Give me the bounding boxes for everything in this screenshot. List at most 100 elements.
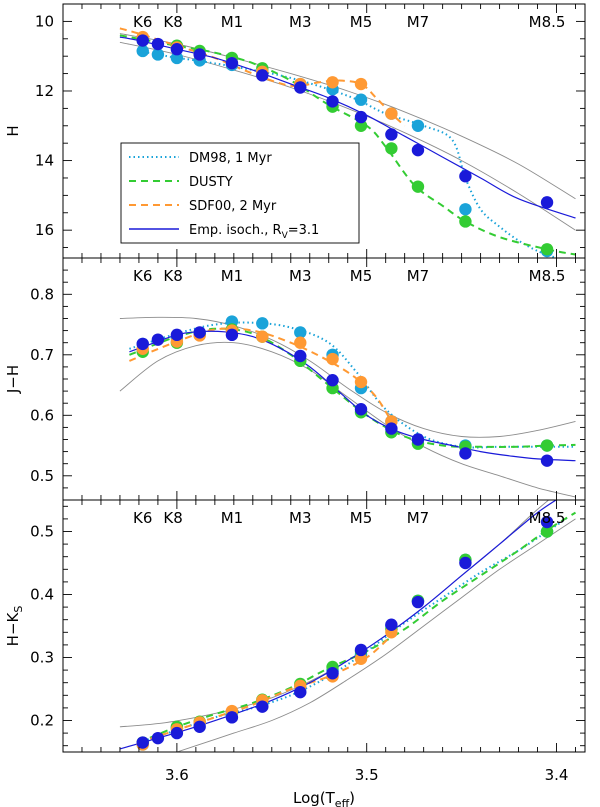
y-axis-title-sub: S (12, 606, 25, 613)
x-tick-label: 3.4 (545, 766, 569, 784)
series-line-dm98-1-myr (138, 518, 567, 744)
series-line-emp-isoch- (119, 500, 558, 750)
series-line-dm98-1-myr (138, 50, 557, 258)
legend-box (120, 142, 360, 244)
panel-3: 0.2 0.3 0.4 0.5 K6 K8 M1 M3 M5 M7 M8.5 H−KS 3.6 3.5 3.… (4, 499, 586, 807)
data-point (225, 56, 239, 70)
data-point (225, 328, 239, 342)
data-point (540, 525, 554, 538)
data-point (411, 595, 425, 609)
data-point (136, 736, 149, 749)
data-point (459, 203, 472, 216)
data-point (326, 374, 339, 387)
data-point (411, 119, 425, 132)
data-point (294, 336, 307, 349)
y-tick-label: 0.2 (30, 712, 54, 730)
spectral-type-label: K8 (163, 509, 182, 527)
data-point (326, 76, 339, 89)
data-point (354, 652, 368, 665)
data-point (294, 326, 307, 339)
series-line-emp-isoch- (129, 330, 576, 462)
data-point (459, 556, 472, 570)
legend-label-main: Emp. isoch., R (189, 223, 282, 238)
y-tick-label: 14 (35, 152, 54, 170)
data-point (411, 180, 425, 193)
plot-area (119, 315, 576, 498)
data-point (326, 352, 339, 366)
data-point (540, 454, 554, 467)
series-line-sdf00-2-myr (129, 327, 393, 422)
data-point (256, 330, 269, 343)
data-point (540, 439, 554, 452)
legend-label: SDF00, 2 Myr (189, 199, 277, 214)
legend-label-tail: =3.1 (288, 223, 320, 238)
plot-area (119, 27, 576, 258)
spectral-type-label: K6 (133, 509, 152, 527)
data-point (136, 337, 149, 351)
data-point (354, 119, 368, 132)
y-tick-label: 0.6 (30, 406, 54, 424)
series-line-dm98-1-myr (129, 321, 576, 449)
data-point (540, 196, 554, 209)
data-point (136, 44, 149, 58)
spectral-type-label: M1 (221, 267, 244, 285)
data-point (354, 643, 368, 657)
envelope-line-1 (119, 500, 550, 728)
y-axis-title: H−KS (4, 606, 25, 647)
data-point (256, 700, 269, 713)
envelope-line-2 (175, 518, 576, 752)
data-point (354, 77, 368, 91)
spectral-type-label: M7 (407, 13, 430, 31)
series-line-dusty (138, 511, 577, 744)
data-point (459, 170, 472, 183)
envelope-line-1 (119, 316, 576, 438)
data-point (326, 95, 339, 108)
data-point (459, 215, 472, 228)
data-point (193, 326, 206, 339)
data-point (411, 143, 425, 157)
panel-1: 10 12 14 16 K6 K8 M1 M3 M5 M7 M8.5 H DM98, 1 Myr DUST… (4, 3, 586, 259)
data-point (170, 328, 184, 342)
data-point (459, 447, 472, 460)
spectral-type-label: M8.5 (529, 267, 566, 285)
plot-area (119, 500, 577, 752)
data-point (225, 711, 239, 724)
spectral-type-label: M7 (407, 267, 430, 285)
data-point (294, 685, 307, 699)
spectral-type-label: M7 (407, 509, 430, 527)
x-axis-title-main: Log(T (293, 789, 336, 807)
data-point (193, 48, 206, 61)
spectral-type-label: M3 (289, 509, 312, 527)
spectral-type-label: M8.5 (529, 13, 566, 31)
data-point (136, 34, 149, 47)
y-axis-title: J−H (4, 365, 22, 394)
spectral-type-label: M5 (350, 13, 373, 31)
legend-label: DM98, 1 Myr (189, 151, 272, 166)
legend-label-sub: V (282, 231, 289, 241)
data-point (151, 333, 165, 346)
spectral-type-label: M8.5 (529, 509, 566, 527)
panels: 10 12 14 16 K6 K8 M1 M3 M5 M7 M8.5 H DM98, 1 Myr DUST… (4, 3, 586, 807)
data-point (193, 720, 206, 733)
x-axis-title: Log(Teff) (293, 789, 355, 807)
data-point (170, 51, 184, 65)
y-tick-label: 10 (35, 12, 54, 30)
spectral-type-label: K6 (133, 267, 152, 285)
spectral-type-label: M3 (289, 13, 312, 31)
y-tick-label: 0.3 (30, 649, 54, 667)
x-tick-label: 3.5 (355, 766, 379, 784)
y-tick-label: 0.7 (30, 346, 54, 364)
legend-label: DUSTY (189, 175, 233, 190)
y-tick-label: 0.5 (30, 523, 54, 541)
y-tick-label: 0.5 (30, 467, 54, 485)
spectral-type-label: M5 (350, 509, 373, 527)
y-tick-label: 0.8 (30, 285, 54, 303)
data-point (326, 667, 339, 680)
data-point (354, 93, 368, 106)
data-point (294, 349, 307, 363)
data-point (354, 110, 368, 124)
y-tick-label: 16 (35, 221, 54, 239)
spectral-type-label: M1 (221, 509, 244, 527)
legend: DM98, 1 Myr DUSTY SDF00, 2 Myr Emp. isoch.,… (120, 142, 360, 244)
y-axis-title-main: H−K (4, 611, 22, 646)
